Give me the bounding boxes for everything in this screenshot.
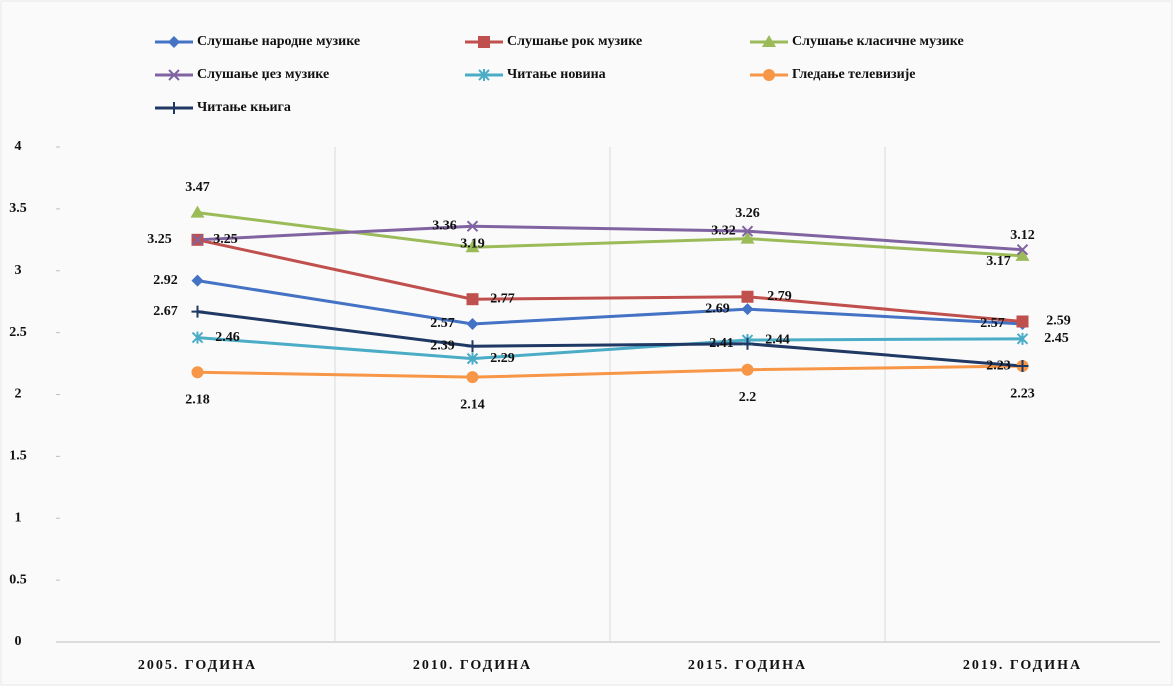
legend-label: Гледање телевизије — [792, 67, 916, 82]
data-label: 2.39 — [430, 338, 455, 353]
y-tick-label: 3 — [15, 263, 22, 278]
marker — [1016, 332, 1029, 345]
marker — [466, 220, 479, 232]
data-label: 2.57 — [980, 316, 1005, 331]
x-tick-label: 2010. ГОДИНА — [413, 658, 532, 673]
marker — [1015, 248, 1030, 261]
marker — [741, 363, 754, 376]
marker — [191, 234, 204, 246]
data-label: 3.32 — [711, 223, 736, 238]
marker — [466, 352, 479, 365]
data-label: 2.92 — [153, 273, 178, 288]
marker — [1016, 244, 1029, 256]
marker — [191, 305, 204, 318]
data-label: 3.17 — [986, 254, 1011, 269]
marker — [741, 225, 754, 237]
marker — [741, 290, 754, 303]
legend-label: Слушање рок музике — [507, 34, 642, 49]
y-tick-label: 0.5 — [9, 572, 27, 587]
data-label: 2.67 — [153, 304, 178, 319]
data-label: 3.25 — [213, 232, 238, 247]
x-tick-label: 2005. ГОДИНА — [138, 658, 257, 673]
marker — [465, 240, 480, 253]
series-line — [197, 279, 1023, 326]
series-line — [197, 310, 1023, 368]
data-label: 3.19 — [460, 236, 485, 251]
marker — [168, 69, 180, 81]
data-label: 2.18 — [185, 392, 210, 407]
y-tick-label: 1.5 — [9, 449, 27, 464]
marker — [168, 102, 180, 114]
data-label: 2.29 — [490, 351, 515, 366]
marker — [740, 231, 755, 244]
marker — [191, 366, 204, 379]
legend-label: Слушање џез музике — [197, 67, 329, 82]
data-label: 3.36 — [432, 218, 457, 233]
series-line — [197, 211, 1023, 258]
marker — [466, 317, 479, 330]
data-label: 2.45 — [1044, 331, 1069, 346]
marker — [478, 36, 490, 48]
data-label: 3.47 — [185, 180, 210, 195]
x-tick-label: 2019. ГОДИНА — [963, 658, 1082, 673]
marker — [191, 274, 204, 287]
marker — [741, 337, 754, 350]
y-tick-label: 0 — [15, 634, 22, 649]
marker — [1016, 315, 1029, 328]
series-line — [197, 224, 1023, 252]
data-label: 2.41 — [709, 336, 734, 351]
y-tick-label: 4 — [15, 139, 22, 154]
marker — [763, 69, 775, 81]
marker — [191, 331, 204, 344]
data-label: 2.23 — [1010, 386, 1035, 401]
data-label: 2.69 — [705, 301, 730, 316]
data-label: 2.46 — [215, 330, 240, 345]
data-label: 2.59 — [1046, 314, 1071, 329]
series-line — [197, 364, 1023, 379]
marker — [762, 35, 776, 47]
y-tick-label: 2 — [15, 387, 22, 402]
legend-label: Читање новина — [507, 67, 606, 82]
data-label: 2.79 — [767, 289, 792, 304]
data-label: 2.57 — [430, 316, 455, 331]
x-tick-label: 2015. ГОДИНА — [688, 658, 807, 673]
marker — [741, 303, 754, 316]
data-label: 3.26 — [735, 206, 760, 221]
series-line — [197, 238, 1023, 323]
data-label: 2.2 — [739, 390, 757, 405]
y-tick-label: 1 — [15, 510, 22, 525]
y-tick-label: 3.5 — [9, 201, 27, 216]
data-label: 2.23 — [986, 358, 1011, 373]
marker — [190, 205, 205, 218]
marker — [478, 69, 490, 81]
legend-label: Слушање класичне музике — [792, 34, 964, 49]
marker — [1016, 360, 1029, 373]
marker — [466, 293, 479, 306]
legend-label: Слушање народне музике — [197, 34, 360, 49]
data-label: 3.12 — [1010, 228, 1035, 243]
marker — [168, 36, 180, 48]
marker — [466, 340, 479, 353]
y-tick-label: 2.5 — [9, 325, 27, 340]
data-label: 2.44 — [765, 332, 790, 347]
legend-label: Читање књига — [197, 100, 291, 115]
series-line — [197, 336, 1023, 361]
marker — [466, 371, 479, 384]
data-label: 2.14 — [460, 397, 485, 412]
data-label: 2.77 — [490, 291, 515, 306]
data-label: 3.25 — [147, 232, 172, 247]
